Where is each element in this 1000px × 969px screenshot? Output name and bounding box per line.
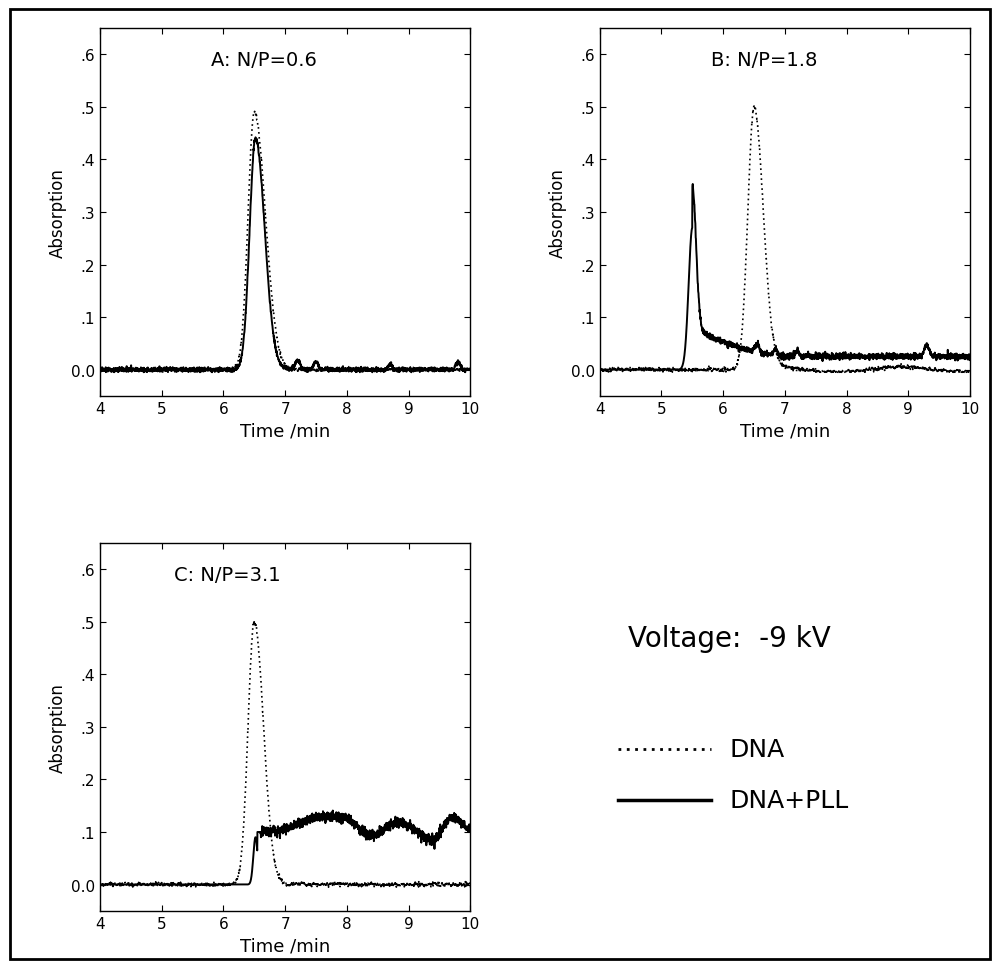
X-axis label: Time /min: Time /min (240, 936, 330, 954)
Text: DNA+PLL: DNA+PLL (729, 789, 849, 813)
Text: B: N/P=1.8: B: N/P=1.8 (711, 50, 817, 70)
X-axis label: Time /min: Time /min (240, 422, 330, 440)
Y-axis label: Absorption: Absorption (49, 682, 67, 772)
Text: A: N/P=0.6: A: N/P=0.6 (211, 50, 317, 70)
Y-axis label: Absorption: Absorption (549, 168, 567, 258)
Text: Voltage:  -9 kV: Voltage: -9 kV (628, 624, 831, 652)
Y-axis label: Absorption: Absorption (49, 168, 67, 258)
Text: DNA: DNA (729, 737, 785, 762)
X-axis label: Time /min: Time /min (740, 422, 830, 440)
Text: C: N/P=3.1: C: N/P=3.1 (174, 565, 281, 584)
